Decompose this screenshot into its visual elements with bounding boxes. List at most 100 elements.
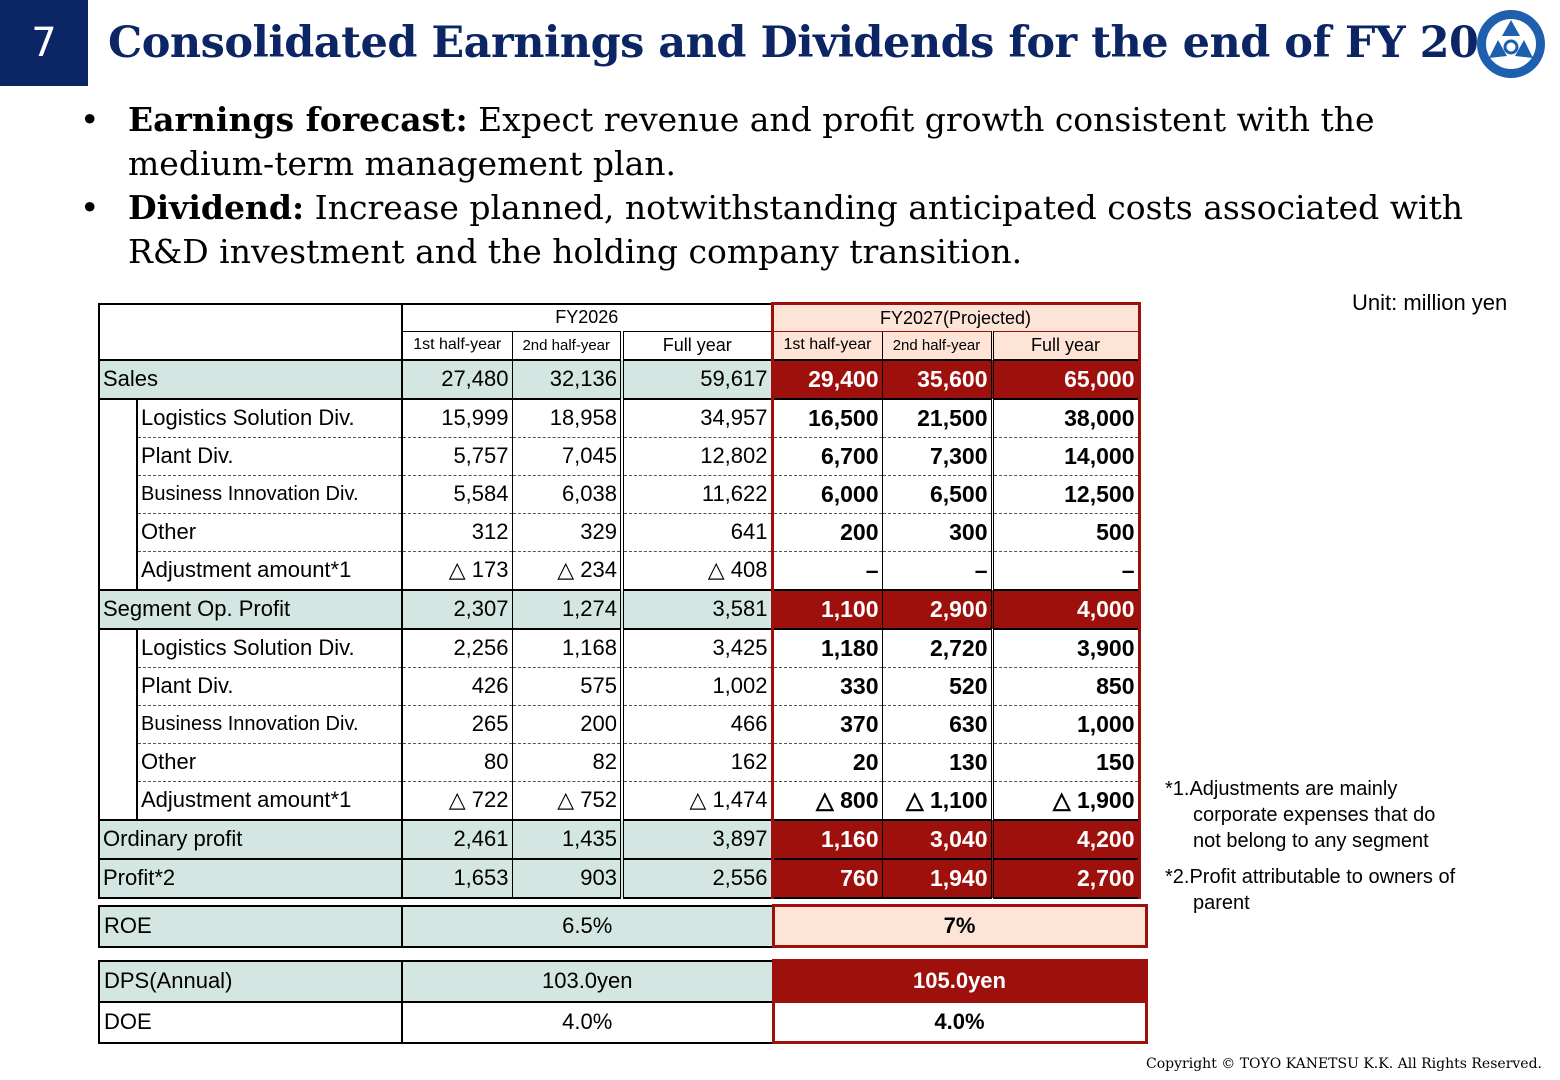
- roe-table: ROE 6.5% 7%: [98, 904, 1148, 948]
- cell-value: 35,600: [882, 359, 994, 400]
- footnote-2: *2.Profit attributable to owners of pare…: [1165, 864, 1455, 916]
- table-row: Sales 27,480 32,136 59,617 29,400 35,600 65,00…: [98, 359, 1141, 400]
- cell-value: 520: [882, 667, 994, 706]
- row-label: Profit*2: [98, 858, 403, 899]
- row-label: Plant Div.: [137, 437, 403, 476]
- cell-value: 760: [770, 858, 883, 899]
- cell-value: –: [770, 551, 883, 591]
- cell-value: △ 722: [402, 781, 513, 821]
- dividend-table: DPS(Annual) 103.0yen 105.0yen DOE 4.0% 4…: [98, 959, 1148, 1044]
- indent-spacer: [98, 398, 138, 591]
- cell-value: △ 408: [622, 551, 773, 591]
- cell-value: 34,957: [622, 398, 773, 438]
- table-row: Adjustment amount*1 △ 722 △ 752 △ 1,474 △ 80…: [99, 781, 1141, 821]
- cell-value: 466: [622, 705, 773, 744]
- cell-value: 59,617: [622, 359, 773, 400]
- dps-fy2026: 103.0yen: [401, 959, 774, 1003]
- cell-value: 2,700: [992, 858, 1141, 899]
- cell-value: 15,999: [402, 398, 513, 438]
- cell-value: 2,900: [882, 589, 994, 630]
- cell-value: 1,940: [882, 858, 994, 899]
- cell-value: –: [992, 551, 1141, 591]
- footnote-line: not belong to any segment: [1193, 830, 1429, 852]
- cell-value: 200: [512, 705, 624, 744]
- cell-value: 3,900: [992, 628, 1141, 668]
- indent-spacer: [98, 628, 138, 821]
- cell-value: 2,256: [402, 628, 513, 668]
- roe-fy2027: 7%: [771, 904, 1148, 948]
- table-row: Adjustment amount*1 △ 173 △ 234 △ 408– – –: [99, 551, 1141, 591]
- roe-fy2026: 6.5%: [401, 904, 774, 948]
- roe-label: ROE: [98, 904, 403, 948]
- cell-value: 6,000: [770, 475, 883, 514]
- table-row: Segment Op. Profit 2,307 1,274 3,581 1,100 2,…: [98, 589, 1141, 630]
- cell-value: 20: [770, 743, 883, 782]
- bullet-dot: •: [80, 100, 100, 139]
- bullet-earnings: • Earnings forecast: Expect revenue and …: [80, 98, 1480, 186]
- cell-value: 1,002: [622, 667, 773, 706]
- cell-value: 3,040: [882, 819, 994, 860]
- cell-value: 1,180: [770, 628, 883, 668]
- cell-value: 5,584: [402, 475, 513, 514]
- unit-label: Unit: million yen: [1352, 290, 1508, 315]
- cell-value: 80: [402, 743, 513, 782]
- doe-label: DOE: [98, 1000, 403, 1044]
- table-row: Logistics Solution Div. 2,256 1,168 3,425 1,…: [98, 628, 1141, 821]
- cell-value: 2,556: [622, 858, 773, 899]
- group-fy2026: FY2026: [402, 303, 773, 333]
- row-label: Segment Op. Profit: [98, 589, 403, 630]
- cell-value: 850: [992, 667, 1141, 706]
- row-label: Other: [137, 513, 403, 552]
- header-blank: [98, 303, 403, 361]
- cell-value: △ 752: [512, 781, 624, 821]
- cell-value: 1,435: [512, 819, 624, 860]
- cell-value: △ 800: [770, 781, 883, 821]
- row-label: Adjustment amount*1: [137, 551, 403, 591]
- cell-value: 32,136: [512, 359, 624, 400]
- cell-value: 7,045: [512, 437, 624, 476]
- footnote-line: corporate expenses that do: [1193, 804, 1436, 826]
- row-label: Logistics Solution Div.: [137, 628, 403, 668]
- cell-value: 630: [882, 705, 994, 744]
- earnings-body: Sales 27,480 32,136 59,617 29,400 35,600 65,00…: [98, 359, 1141, 899]
- table-row: Logistics Solution Div. 15,999 18,958 34,95…: [98, 398, 1141, 591]
- cell-value: 370: [770, 705, 883, 744]
- cell-value: 65,000: [992, 359, 1141, 400]
- cell-value: 1,000: [992, 705, 1141, 744]
- table-row: Plant Div. 5,757 7,045 12,802 6,700 7,300 14,0…: [99, 437, 1141, 476]
- footnote-line: *2.Profit attributable to owners of: [1165, 866, 1456, 888]
- cell-value: 641: [622, 513, 773, 552]
- cell-value: 29,400: [770, 359, 883, 400]
- cell-value: 14,000: [992, 437, 1141, 476]
- cell-value: 330: [770, 667, 883, 706]
- footnote-line: *1.Adjustments are mainly: [1165, 778, 1398, 800]
- dps-label: DPS(Annual): [98, 959, 403, 1003]
- cell-value: △ 1,100: [882, 781, 994, 821]
- cell-value: 21,500: [882, 398, 994, 438]
- bullet-dividend: • Dividend: Increase planned, notwithsta…: [80, 186, 1480, 274]
- page-title: Consolidated Earnings and Dividends for …: [108, 18, 1538, 68]
- table-row: Ordinary profit 2,461 1,435 3,897 1,160 3,040…: [98, 819, 1141, 860]
- row-label: Logistics Solution Div.: [137, 398, 403, 438]
- cell-value: 3,425: [622, 628, 773, 668]
- copyright: Copyright © TOYO KANETSU K.K. All Rights…: [1146, 1056, 1542, 1072]
- cell-value: 2,461: [402, 819, 513, 860]
- cell-value: 5,757: [402, 437, 513, 476]
- cell-value: △ 1,900: [992, 781, 1141, 821]
- footnotes: *1.Adjustments are mainly corporate expe…: [1165, 776, 1455, 926]
- company-logo-icon: [1477, 10, 1545, 78]
- row-label: Adjustment amount*1: [137, 781, 403, 821]
- cell-value: 7,300: [882, 437, 994, 476]
- cell-value: 200: [770, 513, 883, 552]
- cell-value: 1,653: [402, 858, 513, 899]
- row-label: Business Innovation Div.: [137, 475, 403, 514]
- cell-value: 6,700: [770, 437, 883, 476]
- footnote-line: parent: [1193, 892, 1250, 914]
- cell-value: 312: [402, 513, 513, 552]
- cell-value: 6,500: [882, 475, 994, 514]
- row-label: Sales: [98, 359, 403, 400]
- col-full-year: Full year: [622, 331, 773, 361]
- bullet-label: Dividend:: [128, 188, 305, 227]
- row-label: Plant Div.: [137, 667, 403, 706]
- cell-value: 3,897: [622, 819, 773, 860]
